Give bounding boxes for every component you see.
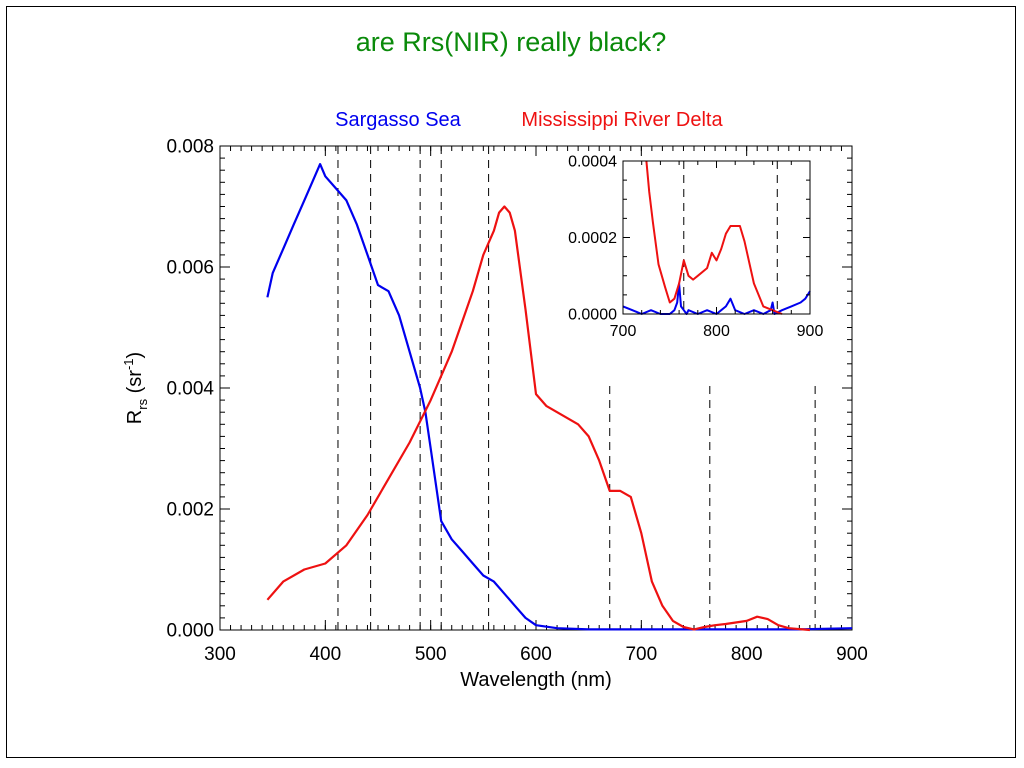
y-axis-label-unit-close: ) [124,352,146,359]
y-axis-label-unit-open: (sr [124,370,146,399]
y-tick-label: 0.006 [166,258,214,279]
y-axis-label-symbol: R [124,410,146,424]
x-tick-label: 400 [309,644,341,665]
x-tick-label: 500 [415,644,447,665]
slide-title: are Rrs(NIR) really black? [355,27,667,57]
y-tick-label: 0.0000 [568,307,617,324]
x-tick-label: 300 [204,644,236,665]
y-tick-label: 0.000 [166,621,214,642]
y-tick-label: 0.008 [166,137,214,158]
x-tick-label: 600 [520,644,552,665]
x-axis-label: Wavelength (nm) [460,669,612,691]
inset-plot-background [623,161,810,314]
legend-sargasso-sea: Sargasso Sea [335,109,462,131]
slide: are Rrs(NIR) really black? [6,6,1016,758]
series-line-mississippi-river-delta [266,205,810,632]
series-line-sargasso-sea [266,163,853,631]
x-tick-label: 900 [797,323,824,340]
main-series [266,163,853,632]
inset-reference-lines [683,161,778,314]
legend-mississippi-river-delta: Mississippi River Delta [521,109,723,131]
x-tick-label: 700 [610,323,637,340]
x-tick-label: 700 [625,644,657,665]
y-axis-label-superscript: -1 [121,358,136,370]
x-tick-label: 800 [703,323,730,340]
y-tick-label: 0.0004 [568,154,617,171]
x-tick-label: 900 [836,644,868,665]
inset-axis-ticks: 700 800 900 0.0000 0.0002 0.0004 [568,154,823,340]
y-axis-label: Rrs (sr-1) [121,352,150,424]
y-tick-label: 0.004 [166,379,214,400]
y-tick-label: 0.002 [166,500,214,521]
y-axis-label-subscript: rs [135,398,150,409]
y-tick-label: 0.0002 [568,230,617,247]
main-axis-ticks: 300 400 500 600 700 800 900 0.000 0.002 0.004 0.00… [166,137,867,665]
x-tick-label: 800 [731,644,763,665]
series-line-mississippi-river-delta [645,160,783,315]
